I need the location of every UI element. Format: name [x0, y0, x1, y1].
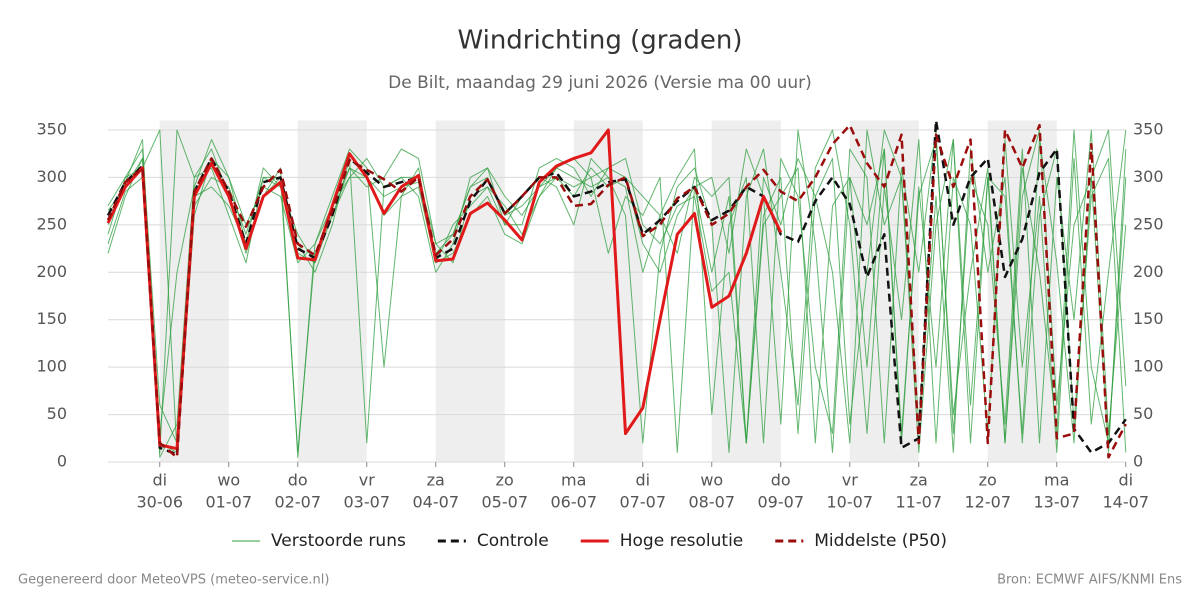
chart-title: Windrichting (graden) [457, 26, 742, 56]
x-tick-day: za [910, 471, 928, 490]
y2-tick-label: 0 [1133, 452, 1143, 471]
y2-tick-label: 300 [1133, 167, 1164, 186]
y-tick-label: 0 [57, 452, 67, 471]
x-tick-date: 02-07 [275, 493, 322, 512]
x-tick-day: di [152, 471, 167, 490]
x-tick-date: 03-07 [344, 493, 391, 512]
y-tick-label: 100 [36, 357, 67, 376]
legend-label: Middelste (P50) [814, 531, 947, 551]
x-tick-date: 12-07 [965, 493, 1012, 512]
x-tick-day: ma [1044, 471, 1069, 490]
y2-tick-label: 50 [1133, 404, 1153, 423]
footer-left: Gegenereerd door MeteoVPS (meteo-service… [18, 573, 329, 588]
y-tick-label: 350 [36, 119, 67, 138]
x-tick-date: 07-07 [620, 493, 667, 512]
y-tick-label: 150 [36, 309, 67, 328]
x-tick-date: 13-07 [1034, 493, 1081, 512]
x-tick-day: vr [359, 471, 375, 490]
x-tick-day: vr [842, 471, 858, 490]
ensemble-line [107, 129, 1127, 453]
x-tick-day: do [288, 471, 308, 490]
shaded-band [435, 120, 505, 462]
series-line [106, 119, 1127, 456]
x-tick-day: za [427, 471, 445, 490]
legend-label: Hoge resolutie [620, 531, 744, 551]
x-tick-date: 05-07 [482, 493, 529, 512]
y2-tick-label: 100 [1133, 357, 1164, 376]
x-tick-day: zo [496, 471, 514, 490]
y-tick-label: 50 [47, 404, 67, 423]
x-tick-date: 10-07 [827, 493, 874, 512]
x-tick-day: ma [561, 471, 586, 490]
y2-tick-label: 150 [1133, 309, 1164, 328]
legend-label: Verstoorde runs [271, 531, 406, 551]
y2-tick-label: 200 [1133, 262, 1164, 281]
y-tick-label: 300 [36, 167, 67, 186]
x-tick-date: 30-06 [137, 493, 184, 512]
x-tick-day: di [1118, 471, 1133, 490]
footer-right: Bron: ECMWF AIFS/KNMI Ens [997, 573, 1182, 588]
y2-tick-label: 350 [1133, 119, 1164, 138]
x-tick-date: 14-07 [1103, 493, 1150, 512]
x-tick-day: wo [217, 471, 240, 490]
x-tick-day: wo [700, 471, 723, 490]
x-tick-date: 04-07 [413, 493, 460, 512]
x-tick-date: 11-07 [896, 493, 943, 512]
x-tick-date: 01-07 [206, 493, 253, 512]
y-tick-label: 250 [36, 214, 67, 233]
x-tick-day: zo [979, 471, 997, 490]
chart-subtitle: De Bilt, maandag 29 juni 2026 (Versie ma… [388, 73, 812, 93]
y2-tick-label: 250 [1133, 214, 1164, 233]
legend-label: Controle [477, 531, 549, 551]
x-tick-date: 09-07 [758, 493, 805, 512]
series-line [106, 128, 783, 451]
x-tick-day: do [771, 471, 791, 490]
y-tick-label: 200 [36, 262, 67, 281]
x-tick-day: di [635, 471, 650, 490]
shaded-band [573, 120, 643, 462]
x-tick-date: 08-07 [689, 493, 736, 512]
x-tick-date: 06-07 [551, 493, 598, 512]
